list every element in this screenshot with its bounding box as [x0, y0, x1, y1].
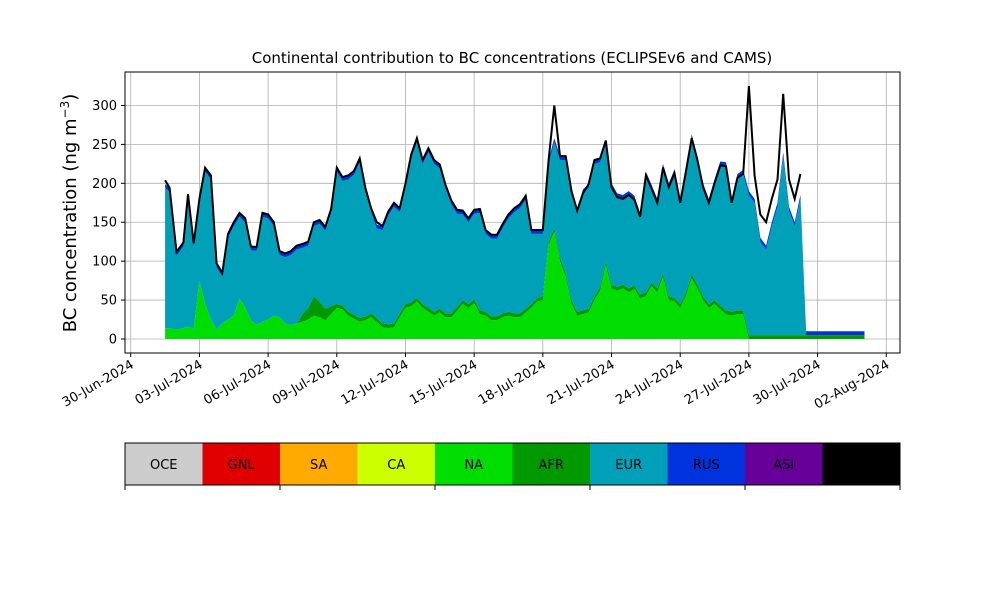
x-tick-label: 27-Jul-2024	[682, 357, 755, 408]
legend-swatch-gnl	[202, 443, 280, 485]
area-eur	[165, 138, 865, 336]
legend-swatch-aus	[822, 443, 900, 485]
chart-title: Continental contribution to BC concentra…	[252, 49, 773, 67]
legend-label-ca: CA	[387, 458, 405, 473]
x-tick-label: 06-Jul-2024	[201, 357, 274, 408]
x-tick-label: 02-Aug-2024	[812, 357, 892, 412]
legend-label-sa: SA	[310, 458, 327, 473]
legend-label-rus: RUS	[693, 458, 720, 473]
y-tick-label: 0	[109, 332, 117, 347]
legend-label-na: NA	[464, 458, 483, 473]
x-tick-label: 30-Jun-2024	[60, 357, 137, 410]
legend-swatch-sa	[280, 443, 358, 485]
legend-label-gnl: GNL	[228, 458, 256, 473]
stacked-areas	[165, 134, 865, 339]
y-axis-label-close: )	[60, 94, 81, 101]
legend-label-asi: ASI	[773, 458, 794, 473]
legend-swatch-rus	[667, 443, 745, 485]
y-axis-label-main: BC concentration (ng m	[60, 118, 81, 332]
x-tick-label: 12-Jul-2024	[339, 357, 412, 408]
x-tick-label: 09-Jul-2024	[270, 357, 343, 408]
legend-swatch-na	[435, 443, 513, 485]
x-tick-label: 03-Jul-2024	[133, 357, 206, 408]
legend-label-aus: AUS	[848, 458, 875, 473]
y-tick-label: 100	[92, 255, 117, 270]
y-tick-label: 50	[100, 294, 117, 309]
x-tick-label: 24-Jul-2024	[613, 357, 686, 408]
legend-swatch-oce	[125, 443, 203, 485]
y-axis-ticks: 0 50 100 150 200 250 300	[92, 99, 125, 347]
area-afr	[165, 227, 865, 339]
x-tick-label: 18-Jul-2024	[476, 357, 549, 408]
y-axis-label-exponent: −3	[58, 101, 72, 119]
y-tick-label: 300	[92, 99, 117, 114]
x-axis-ticks: 30-Jun-202403-Jul-202406-Jul-202409-Jul-…	[60, 353, 892, 413]
legend-label-eur: EUR	[615, 458, 642, 473]
legend-swatch-afr	[512, 443, 590, 485]
legend-swatch-ca	[357, 443, 435, 485]
y-tick-label: 150	[92, 216, 117, 231]
total-line	[164, 85, 802, 276]
area-na	[165, 231, 865, 339]
x-tick-label: 15-Jul-2024	[407, 357, 480, 408]
color-legend-bar: OCE GNL SA CA NA AFR EUR RUS ASI AUS	[124, 442, 901, 490]
x-tick-label: 21-Jul-2024	[545, 357, 618, 408]
y-axis-label: BC concentration (ng m−3)	[58, 94, 81, 333]
legend-swatch-eur	[590, 443, 668, 485]
legend-swatch-asi	[745, 443, 823, 485]
plot-frame	[124, 71, 901, 354]
legend-frame	[124, 442, 901, 486]
y-tick-label: 200	[92, 177, 117, 192]
y-tick-label: 250	[92, 138, 117, 153]
legend-label-oce: OCE	[150, 458, 178, 473]
total-concentration-line	[164, 85, 802, 276]
legend-label-afr: AFR	[539, 458, 564, 473]
plot-area: 0 50 100 150 200 250 300 30-Jun-202403-Jul-202…	[60, 71, 901, 413]
